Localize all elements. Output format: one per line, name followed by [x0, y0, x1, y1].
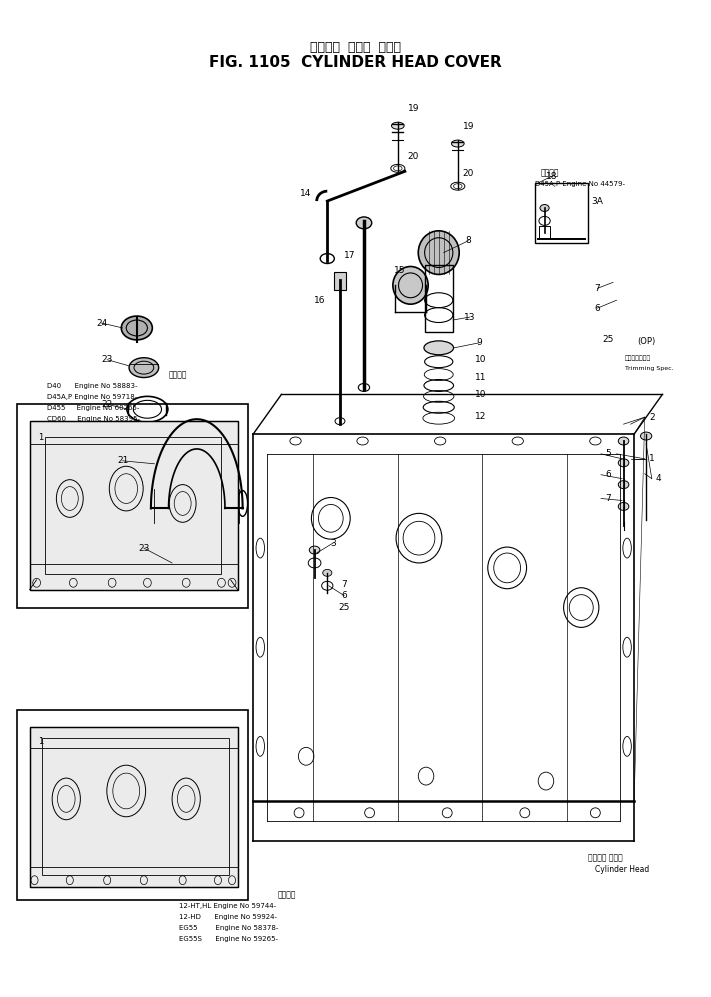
Text: 10: 10 [476, 355, 487, 364]
Bar [30, 421, 237, 589]
Bar [30, 727, 237, 887]
Text: EG55S      Engine No 59265-: EG55S Engine No 59265- [179, 936, 278, 942]
Ellipse shape [418, 231, 459, 274]
Bar [41, 739, 228, 875]
Bar [30, 727, 237, 887]
Text: 5: 5 [605, 450, 611, 459]
Text: 8: 8 [466, 236, 471, 245]
Text: EG55        Engine No 58378-: EG55 Engine No 58378- [179, 925, 279, 931]
Text: 1: 1 [38, 433, 43, 442]
Ellipse shape [619, 437, 629, 445]
Text: 1: 1 [38, 737, 43, 746]
Text: 9: 9 [476, 338, 482, 347]
Text: シリンダ ヘッド: シリンダ ヘッド [588, 852, 623, 861]
Ellipse shape [392, 123, 404, 130]
Bar [334, 272, 346, 290]
Bar [424, 264, 453, 332]
Ellipse shape [323, 569, 332, 576]
Text: 13: 13 [464, 313, 476, 322]
Text: 3A: 3A [592, 196, 604, 205]
Text: 7: 7 [605, 494, 611, 503]
Text: 25: 25 [602, 335, 614, 344]
Text: 14: 14 [301, 188, 312, 197]
Text: Trimming Spec.: Trimming Spec. [625, 366, 673, 371]
Text: 23: 23 [138, 543, 149, 552]
Text: D45A,P Engine No 59718-: D45A,P Engine No 59718- [46, 395, 137, 401]
Text: D455     Engine No 60265-: D455 Engine No 60265- [46, 405, 139, 412]
Ellipse shape [619, 459, 629, 467]
Bar [17, 710, 248, 900]
Text: 適用機種: 適用機種 [169, 370, 187, 379]
Text: 17: 17 [344, 251, 356, 260]
Text: 15: 15 [393, 266, 405, 275]
Bar [539, 226, 550, 237]
Text: CD60     Engine No 58395-: CD60 Engine No 58395- [46, 416, 139, 422]
Text: 6: 6 [594, 304, 600, 313]
Text: 4: 4 [656, 475, 662, 484]
Ellipse shape [540, 204, 549, 211]
Text: シリンダ  ヘッド  カバー: シリンダ ヘッド カバー [310, 41, 401, 54]
Ellipse shape [356, 217, 372, 229]
Text: 20: 20 [463, 168, 474, 177]
Ellipse shape [619, 502, 629, 510]
Ellipse shape [129, 358, 159, 378]
Text: 7: 7 [341, 580, 347, 589]
Text: 23: 23 [102, 355, 113, 364]
Text: 6: 6 [605, 471, 611, 480]
Text: 12: 12 [476, 412, 487, 421]
Text: Cylinder Head: Cylinder Head [595, 864, 650, 873]
Ellipse shape [424, 341, 454, 355]
Text: 19: 19 [407, 105, 419, 114]
Text: 24: 24 [96, 318, 107, 327]
Text: 適用機種: 適用機種 [278, 890, 296, 899]
Text: 11: 11 [476, 373, 487, 382]
Ellipse shape [122, 316, 152, 340]
Text: 2: 2 [649, 413, 655, 422]
Text: 19: 19 [463, 123, 474, 132]
Text: (OP): (OP) [638, 337, 656, 346]
Text: 12-HT,HL Engine No 59744-: 12-HT,HL Engine No 59744- [179, 903, 277, 909]
Text: 6: 6 [341, 591, 347, 600]
Text: D40      Engine No 58883-: D40 Engine No 58883- [46, 384, 137, 390]
Bar [30, 421, 237, 589]
Text: 1: 1 [649, 455, 655, 464]
Text: トリミング仕様: トリミング仕様 [625, 355, 651, 361]
Ellipse shape [162, 557, 189, 575]
Bar [45, 437, 221, 574]
Text: 7: 7 [594, 284, 600, 293]
Text: D45A,P Engine No 44579-: D45A,P Engine No 44579- [535, 181, 626, 187]
Text: 16: 16 [314, 296, 325, 305]
Ellipse shape [641, 432, 652, 440]
Ellipse shape [393, 266, 428, 304]
Text: 21: 21 [117, 457, 129, 466]
Text: FIG. 1105  CYLINDER HEAD COVER: FIG. 1105 CYLINDER HEAD COVER [209, 55, 502, 70]
Text: 12-HD      Engine No 59924-: 12-HD Engine No 59924- [179, 914, 277, 920]
Bar [535, 183, 588, 242]
Text: 25: 25 [338, 603, 350, 612]
Bar [17, 405, 248, 607]
Text: 適用機種: 適用機種 [540, 168, 559, 177]
Text: 3: 3 [330, 538, 336, 547]
Ellipse shape [309, 546, 320, 554]
Ellipse shape [451, 141, 464, 147]
Text: 22: 22 [102, 400, 113, 409]
Text: 20: 20 [407, 152, 419, 161]
Ellipse shape [619, 481, 629, 489]
Text: 18: 18 [546, 171, 557, 180]
Text: 10: 10 [476, 390, 487, 399]
